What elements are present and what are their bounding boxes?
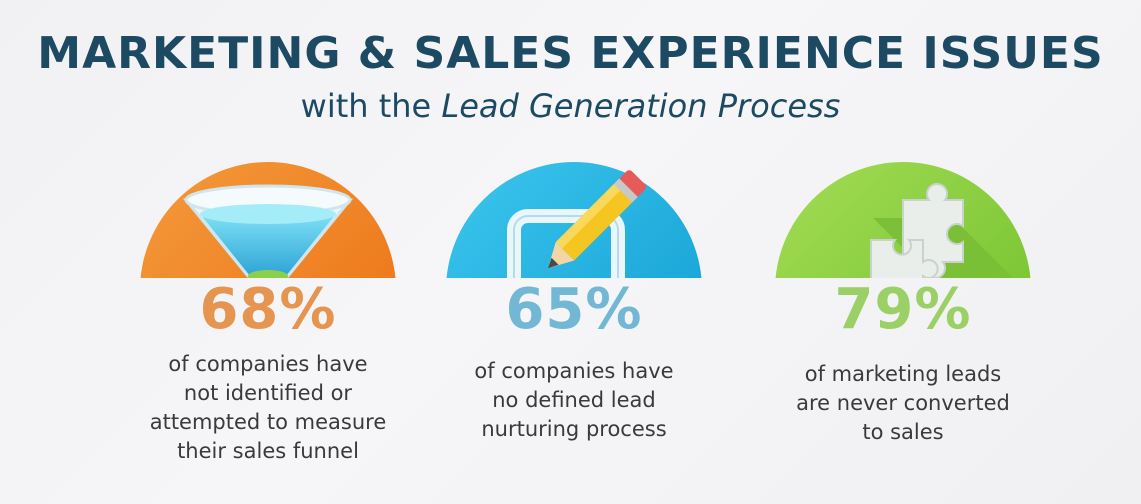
stat-description: of marketing leads are never converted t… — [753, 360, 1053, 447]
description-line: nurturing process — [481, 417, 667, 441]
page-title: MARKETING & SALES EXPERIENCE ISSUES — [37, 28, 1104, 79]
description-line: not identified or — [183, 381, 353, 405]
description-line: of marketing leads — [804, 362, 1002, 386]
subtitle-emphasis: Lead Generation Process — [441, 87, 841, 125]
puzzle-piece-icon — [753, 148, 1053, 278]
stat-description: of companies have no defined lead nurtur… — [424, 357, 724, 444]
description-line: of companies have — [474, 359, 674, 383]
stat-value: 68% — [199, 277, 337, 342]
funnel-icon — [118, 148, 418, 278]
stat-value: 79% — [834, 277, 972, 342]
description-line: are never converted — [796, 391, 1010, 415]
description-line: of companies have — [168, 352, 368, 376]
description-line: attempted to measure — [149, 410, 387, 434]
stat-description: of companies have not identified or atte… — [118, 350, 418, 466]
description-line: their sales funnel — [177, 439, 359, 463]
page-subtitle: with the Lead Generation Process — [0, 86, 1141, 126]
edit-pencil-icon — [424, 148, 724, 278]
subtitle-prefix: with the — [300, 87, 442, 125]
description-line: to sales — [862, 420, 944, 444]
stat-value: 65% — [505, 277, 643, 342]
description-line: no defined lead — [492, 388, 656, 412]
